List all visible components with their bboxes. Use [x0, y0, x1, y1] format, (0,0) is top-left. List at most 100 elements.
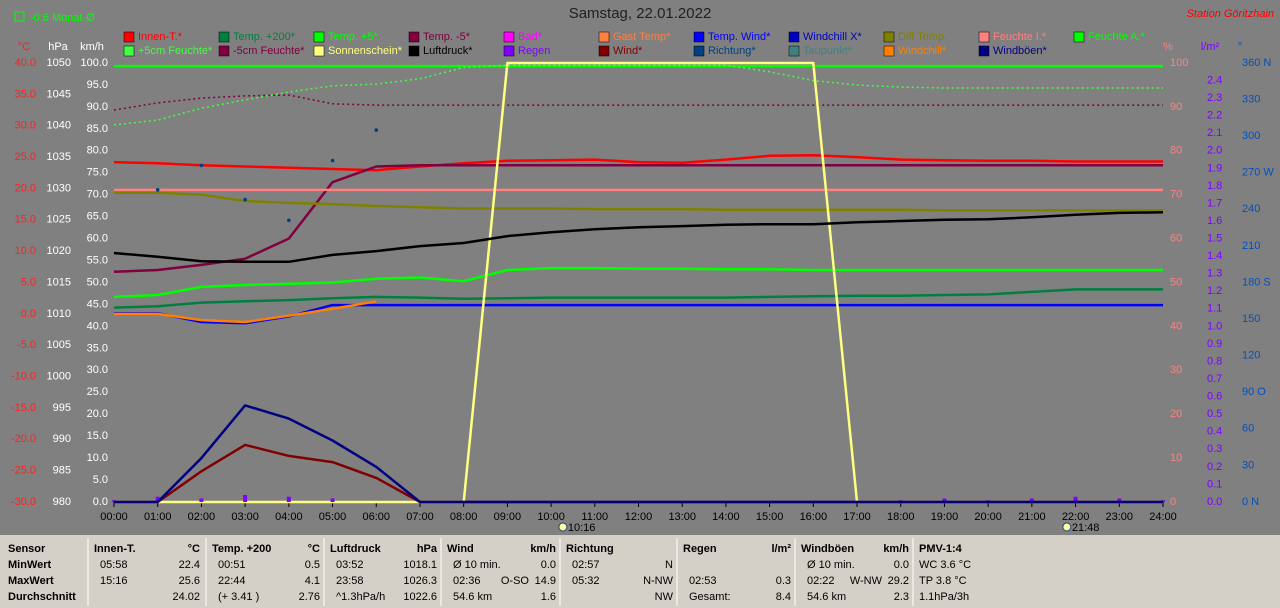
stats-cell: 0.0 [894, 559, 909, 571]
stats-cell: 02:57 [572, 559, 600, 571]
y-tick-label: 0.3 [1207, 443, 1222, 455]
annotation-icon [558, 522, 568, 532]
y-tick-label: 120 [1242, 350, 1260, 362]
stats-panel [0, 535, 1280, 608]
legend-label: Luftdruck* [423, 45, 473, 57]
legend-label: Gast Temp* [613, 31, 671, 43]
y-tick-label: 85.0 [87, 123, 108, 135]
legend-label: +5cm Feuchte* [138, 45, 213, 57]
legend-swatch [598, 45, 610, 57]
stats-cell: 1022.6 [403, 591, 437, 603]
y-tick-label: 1000 [47, 370, 71, 382]
legend-swatch [408, 31, 420, 43]
legend-swatch [503, 31, 515, 43]
legend-swatch [313, 31, 325, 43]
stats-header: km/h [883, 543, 909, 555]
x-tick-label: 22:00 [1062, 511, 1090, 523]
x-tick-label: 19:00 [931, 511, 959, 523]
y-tick-label: -10.0 [11, 370, 36, 382]
stats-cell: 24.02 [172, 591, 200, 603]
y-tick-label: -5.0 [17, 339, 36, 351]
y-tick-label: 1.7 [1207, 197, 1222, 209]
stats-cell: 4.1 [305, 575, 320, 587]
axis-unit: l/m² [1201, 41, 1220, 53]
legend-label: Diff Temp. [898, 31, 947, 43]
bar [1117, 498, 1122, 502]
stats-cell: Gesamt: [689, 591, 731, 603]
axis-unit: % [1163, 41, 1173, 53]
y-tick-label: 2.3 [1207, 92, 1222, 104]
y-tick-label: 25.0 [15, 151, 36, 163]
y-tick-label: 25.0 [87, 386, 108, 398]
point [243, 197, 247, 202]
y-tick-label: 1.3 [1207, 268, 1222, 280]
series-line [114, 191, 1163, 212]
y-tick-label: 20.0 [15, 182, 36, 194]
legend-label: Feuchte I.* [993, 31, 1047, 43]
y-tick-label: 80 [1170, 145, 1182, 157]
y-tick-label: 30.0 [87, 364, 108, 376]
annotation-label: 10:16 [568, 522, 596, 534]
bar [243, 494, 248, 502]
legend-label: Temp. Wind* [708, 31, 771, 43]
y-tick-label: 1.2 [1207, 285, 1222, 297]
legend-label: -5cm Feuchte* [233, 45, 305, 57]
point [374, 128, 379, 132]
y-tick-label: 35.0 [87, 342, 108, 354]
legend-swatch [313, 45, 325, 57]
y-tick-label: 10.0 [87, 452, 108, 464]
stats-cell: 8.4 [776, 591, 791, 603]
y-tick-label: 60.0 [87, 233, 108, 245]
y-tick-label: 30 [1170, 364, 1182, 376]
stats-header: km/h [530, 543, 556, 555]
legend-label: Regen [518, 45, 550, 57]
stats-header: Temp. +200 [212, 543, 271, 555]
y-tick-label: 0 [1170, 496, 1176, 508]
y-tick-label: 1010 [47, 308, 71, 320]
x-tick-label: 04:00 [275, 511, 303, 523]
y-tick-label: 1.6 [1207, 215, 1222, 227]
y-tick-label: 2.4 [1207, 74, 1222, 86]
x-tick-label: 11:00 [581, 511, 608, 523]
bar [286, 496, 291, 502]
y-tick-label: 5.0 [21, 276, 36, 288]
stats-cell: ^1.3hPa/h [336, 591, 385, 603]
stats-cell: NW [655, 591, 674, 603]
legend-swatch [408, 45, 420, 57]
bar [1073, 496, 1078, 502]
stats-cell: 1.6 [541, 591, 556, 603]
legend-swatch [598, 31, 610, 43]
stats-cell: MaxWert [8, 575, 54, 587]
y-tick-label: 1.8 [1207, 180, 1222, 192]
legend-label: Bad* [518, 31, 543, 43]
y-tick-label: 985 [53, 465, 71, 477]
legend-label: Windchill* [898, 45, 947, 57]
x-tick-label: 09:00 [494, 511, 522, 523]
y-tick-label: 40.0 [87, 320, 108, 332]
stats-cell: 25.6 [179, 575, 200, 587]
y-tick-label: 20 [1170, 408, 1182, 420]
y-tick-label: 0.4 [1207, 426, 1222, 438]
stats-cell: 23:58 [336, 575, 364, 587]
y-tick-label: 2.2 [1207, 110, 1222, 122]
y-tick-label: 270 W [1242, 167, 1274, 179]
station-name: Station Göritzhain [1187, 8, 1274, 20]
stats-header: Regen [683, 543, 717, 555]
y-tick-label: 95.0 [87, 79, 108, 91]
y-tick-label: 0 N [1242, 496, 1259, 508]
y-tick-label: 0.9 [1207, 338, 1222, 350]
stats-cell: 00:51 [218, 559, 246, 571]
axis-unit: ° [1238, 41, 1242, 53]
y-tick-label: 180 S [1242, 276, 1271, 288]
y-tick-label: -30.0 [11, 496, 36, 508]
y-tick-label: 55.0 [87, 254, 108, 266]
stats-cell: N-NW [643, 575, 674, 587]
series-line [114, 300, 377, 324]
y-tick-label: 90 [1170, 101, 1182, 113]
y-tick-label: 0.1 [1207, 478, 1222, 490]
y-tick-label: 2.1 [1207, 127, 1222, 139]
y-tick-label: -15.0 [11, 402, 36, 414]
y-tick-label: 10 [1170, 452, 1182, 464]
